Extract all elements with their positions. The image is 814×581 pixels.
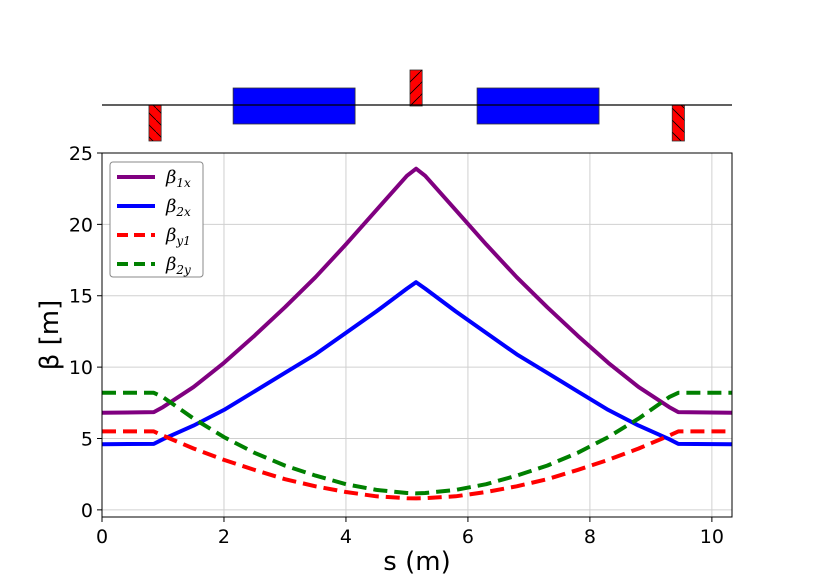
series-line-2x (101, 280, 733, 447)
x-tick-label: 6 (462, 526, 474, 548)
y-tick-label: 20 (69, 214, 93, 236)
series-line-2y (102, 390, 732, 496)
ticks: 0 2 4 6 8 10 0 5 10 15 20 25 (69, 143, 724, 548)
dipole-magnet (476, 87, 600, 125)
quadrupole-hatch (148, 105, 162, 141)
y-tick-label: 15 (69, 286, 93, 308)
series-lines (101, 166, 733, 501)
x-tick-label: 0 (96, 526, 108, 548)
series-line-1x (101, 166, 733, 415)
y-tick-label: 10 (69, 357, 93, 379)
x-tick-label: 2 (218, 526, 230, 548)
quadrupole-hatch (672, 105, 685, 141)
x-axis-label: s (m) (383, 547, 450, 577)
dipole-magnet (232, 87, 356, 125)
y-axis-label: β [m] (35, 300, 65, 370)
legend-label-1x: β1x (165, 167, 191, 190)
legend-label-y1: βy1 (165, 225, 191, 248)
y-tick-label: 25 (69, 143, 93, 165)
legend: β1x β2x βy1 β2y (109, 161, 204, 278)
x-tick-label: 8 (584, 526, 596, 548)
series-line-y1 (102, 429, 732, 501)
lattice-diagram (148, 69, 685, 142)
quadrupole-hatch (409, 70, 423, 106)
y-tick-label: 5 (81, 428, 93, 450)
plot-frame (101, 152, 733, 518)
x-tick-label: 4 (340, 526, 352, 548)
legend-label-2x: β2x (165, 196, 191, 219)
y-tick-label: 0 (81, 500, 93, 522)
legend-label-2y: β2y (165, 254, 191, 277)
x-tick-label: 10 (700, 526, 724, 548)
